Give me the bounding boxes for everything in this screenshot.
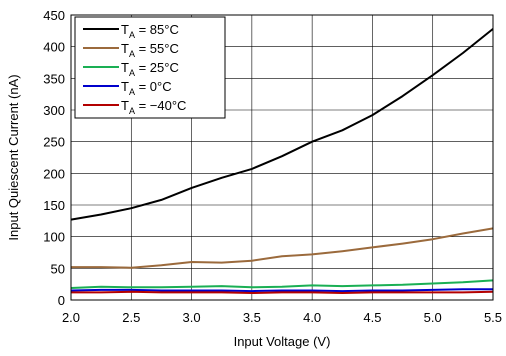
series-line-4 <box>71 290 494 294</box>
y-tick-label: 250 <box>43 135 65 150</box>
x-tick-label: 2.0 <box>62 310 80 325</box>
series-lines <box>70 28 494 294</box>
series-line-2 <box>70 279 494 289</box>
legend-entry-4: TA = −40°C <box>121 98 186 116</box>
x-tick-label: 4.0 <box>303 310 321 325</box>
y-tick-label: 450 <box>43 8 65 23</box>
y-tick-label: 200 <box>43 166 65 181</box>
y-tick-label: 100 <box>43 230 65 245</box>
legend-entry-2: TA = 25°C <box>121 60 179 78</box>
y-tick-label: 150 <box>43 198 65 213</box>
y-tick-label: 0 <box>58 293 65 308</box>
y-tick-label: 400 <box>43 40 65 55</box>
y-axis-title: Input Quiescent Current (nA) <box>6 74 21 240</box>
legend-entry-0: TA = 85°C <box>121 22 179 40</box>
series-line-1 <box>71 227 494 269</box>
x-tick-labels: 2.0 2.5 3.0 3.5 4.0 4.5 5.0 5.5 <box>62 310 502 325</box>
legend: TA = 85°CTA = 55°CTA = 25°CTA = 0°CTA = … <box>74 16 226 119</box>
legend-entry-1: TA = 55°C <box>121 41 179 59</box>
x-tick-label: 4.5 <box>363 310 381 325</box>
x-tick-label: 2.5 <box>122 310 140 325</box>
x-axis-title: Input Voltage (V) <box>234 334 331 349</box>
y-tick-label: 300 <box>43 103 65 118</box>
x-tick-label: 3.0 <box>183 310 201 325</box>
y-tick-label: 350 <box>43 71 65 86</box>
series-line-3 <box>70 288 493 293</box>
legend-entry-3: TA = 0°C <box>121 79 172 97</box>
x-tick-label: 5.5 <box>484 310 502 325</box>
y-tick-labels: 0 50 100 150 200 250 300 350 400 450 <box>43 8 65 308</box>
y-tick-label: 50 <box>51 261 65 276</box>
series-line-0 <box>70 28 494 221</box>
x-tick-label: 3.5 <box>243 310 261 325</box>
x-tick-label: 5.0 <box>424 310 442 325</box>
plot-frame <box>70 14 494 301</box>
